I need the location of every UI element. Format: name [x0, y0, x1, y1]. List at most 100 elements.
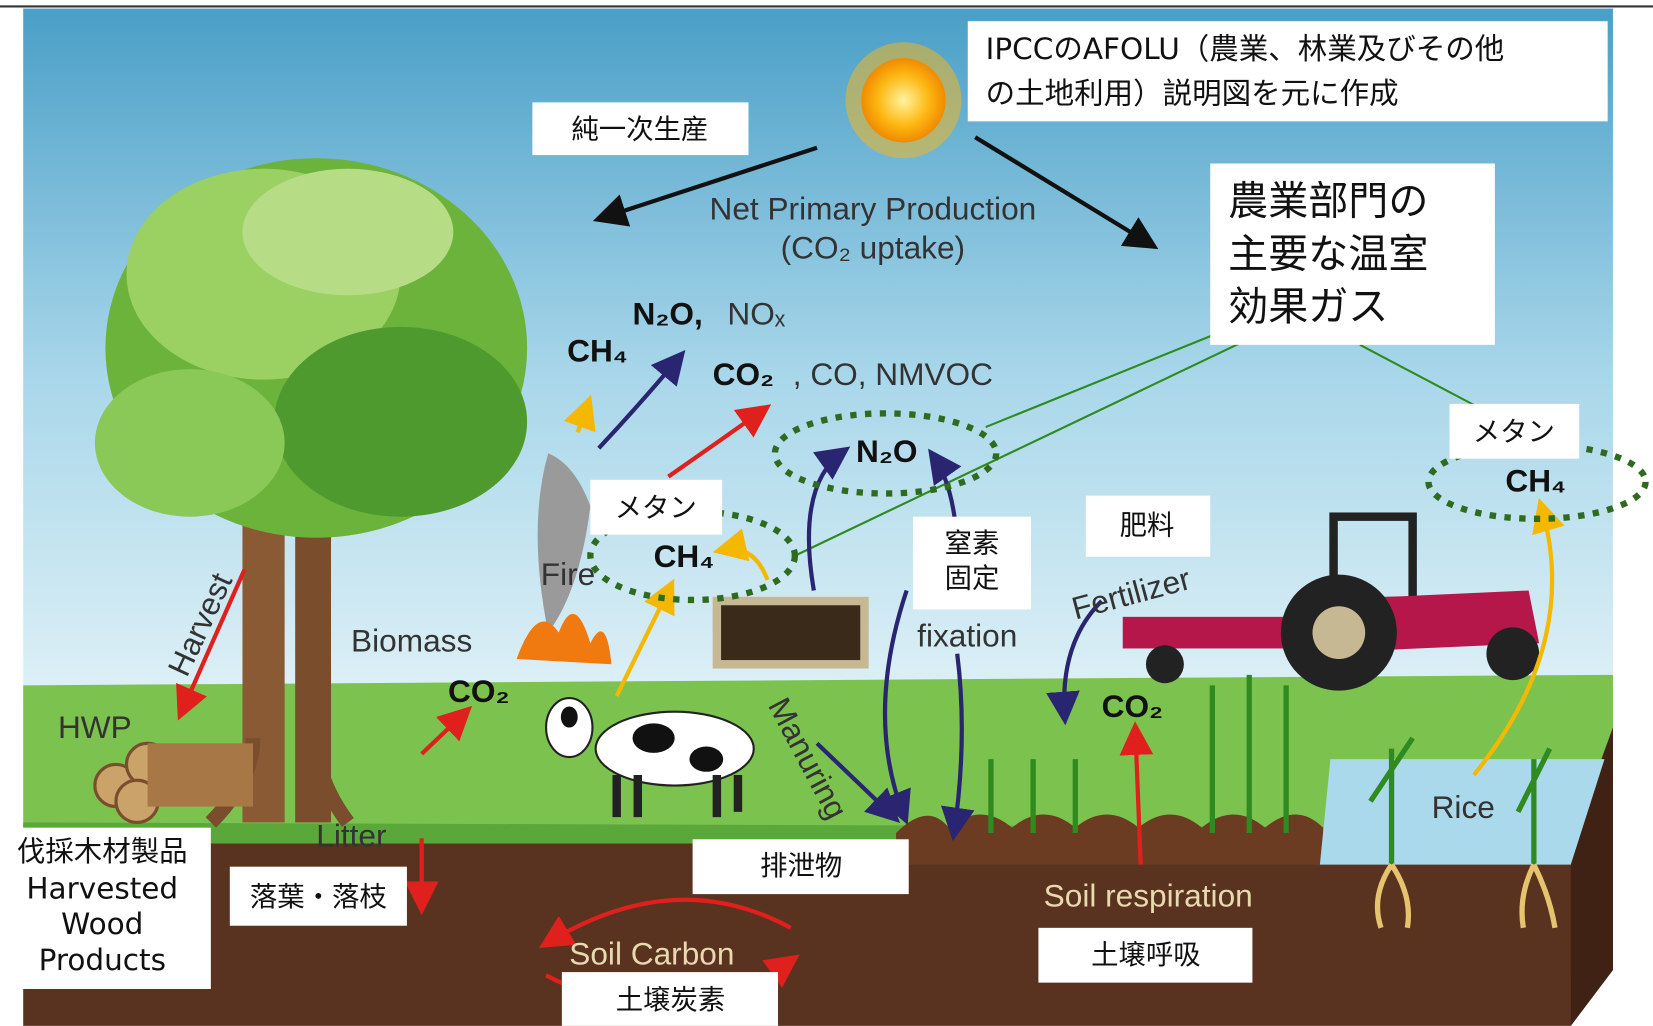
- label: CO₂: [1102, 688, 1163, 724]
- callout-box: [1085, 495, 1211, 557]
- label: 固定: [945, 563, 1000, 594]
- shape: [1570, 727, 1613, 1026]
- shape: [896, 814, 1324, 865]
- shape: [1374, 863, 1558, 929]
- callout-box: [561, 972, 779, 1026]
- label: メタン: [615, 493, 697, 524]
- shape: [1119, 721, 1154, 865]
- shape: [806, 446, 851, 591]
- shape: [792, 334, 1477, 558]
- shape: [712, 528, 770, 581]
- label: 窒素: [945, 529, 1000, 560]
- shape: [176, 349, 1565, 1009]
- shape: [1046, 599, 1104, 726]
- shape: [1122, 616, 1292, 649]
- shape: [538, 897, 792, 949]
- label: N₂O,: [633, 296, 703, 332]
- shape: [147, 743, 254, 807]
- shape: [815, 741, 901, 823]
- callout-box: [590, 479, 723, 535]
- callout-box: [912, 516, 1032, 610]
- shape: [242, 168, 454, 296]
- label: 落葉・落枝: [250, 882, 387, 913]
- callouts: IPCCのAFOLU（農業、林業及びその他 の土地利用）説明図を元に作成 純一次…: [0, 21, 1608, 1026]
- label: CH₄: [654, 538, 715, 574]
- label: Wood: [61, 907, 143, 941]
- shape: [1472, 498, 1565, 777]
- shape: [974, 135, 1159, 250]
- shape: [592, 145, 818, 227]
- label: , CO, NMVOC: [793, 356, 993, 392]
- shape: [1209, 674, 1289, 833]
- label: 肥料: [1120, 511, 1175, 542]
- shape: [597, 349, 686, 450]
- label: CO₂: [448, 673, 509, 709]
- shape: [560, 706, 578, 728]
- shape: [614, 578, 675, 697]
- label: (CO₂ uptake): [781, 229, 965, 265]
- shape: [771, 410, 1000, 497]
- label: 効果ガス: [1228, 284, 1388, 330]
- label: Litter: [316, 818, 386, 854]
- callout-box: [532, 102, 749, 156]
- shape: [988, 759, 1078, 833]
- shape: [274, 326, 528, 517]
- shape: [516, 613, 612, 665]
- shape: [1425, 441, 1649, 522]
- callout-box: [967, 21, 1608, 122]
- label: Rice: [1432, 789, 1495, 825]
- label: IPCCのAFOLU（農業、林業及びその他: [986, 32, 1505, 66]
- callout-box: [229, 866, 407, 926]
- shape: [1359, 343, 1477, 407]
- shape: [689, 746, 724, 772]
- shape: [420, 705, 473, 756]
- shape: [985, 334, 1213, 429]
- label: 土壌呼吸: [1091, 940, 1201, 971]
- shape: [23, 674, 1613, 844]
- shape: [712, 596, 869, 669]
- shape: [1368, 736, 1553, 865]
- shape: [667, 404, 772, 479]
- shape: [560, 706, 724, 772]
- label: NOₓ: [727, 296, 785, 332]
- callout-box: [1210, 163, 1495, 345]
- label: 純一次生産: [571, 114, 708, 145]
- shape: [594, 710, 755, 787]
- shape: [612, 774, 743, 818]
- label: Harvested: [26, 871, 178, 905]
- scene: [0, 5, 1653, 1026]
- shape: [537, 453, 591, 633]
- shape: [716, 601, 865, 665]
- shape: [792, 342, 1240, 558]
- label: CH₄: [567, 333, 628, 369]
- shape: [940, 653, 975, 842]
- label: Biomass: [351, 623, 472, 659]
- shape: [1145, 645, 1184, 684]
- shape: [563, 394, 596, 434]
- label: Products: [39, 943, 166, 977]
- shape: [1374, 863, 1558, 929]
- callout-box: [1038, 927, 1253, 983]
- shape: [94, 369, 285, 517]
- shape: [632, 723, 675, 753]
- label: の土地利用）説明図を元に作成: [986, 77, 1399, 111]
- label: Fire: [541, 556, 595, 592]
- shape: [1312, 606, 1366, 660]
- callout-box: [0, 827, 211, 989]
- label: Soil respiration: [1044, 878, 1253, 914]
- label: 土壌炭素: [616, 985, 726, 1016]
- shape: [176, 568, 247, 721]
- callout-box: [692, 839, 909, 895]
- label: N₂O: [856, 433, 917, 469]
- shape: [988, 674, 1553, 865]
- label: CH₄: [1505, 462, 1566, 498]
- label: 農業部門の: [1228, 179, 1428, 225]
- shape: [861, 58, 946, 143]
- label: HWP: [58, 709, 132, 745]
- callout-box: [1449, 403, 1580, 459]
- shape: [1486, 627, 1540, 681]
- label: メタン: [1473, 417, 1555, 448]
- label: 主要な温室: [1228, 231, 1428, 277]
